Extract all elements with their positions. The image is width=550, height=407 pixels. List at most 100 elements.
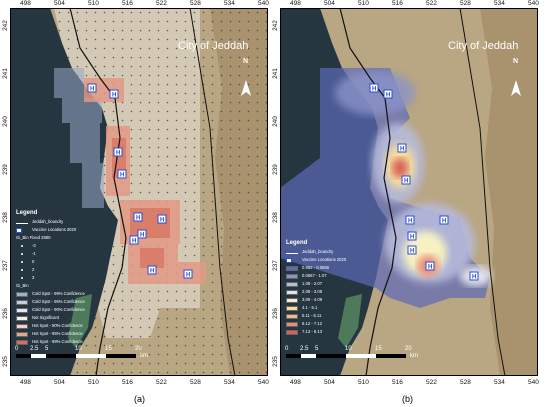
legend-swatch	[286, 305, 298, 311]
tick-bottom-label: 504	[324, 379, 335, 386]
svg-text:H: H	[160, 218, 164, 224]
legend-swatch	[286, 297, 298, 303]
legend-swatch	[16, 221, 28, 224]
legend-title: Legend	[286, 240, 308, 246]
legend-item: Gi_Bin Fixed 2880	[16, 234, 85, 242]
tick-bottom-label: 510	[358, 379, 369, 386]
tick-left-label: 240	[1, 116, 9, 127]
legend-item: Vaccine Locations 2020	[16, 226, 85, 234]
tick-bottom-label: 528	[190, 379, 201, 386]
svg-text:H: H	[140, 233, 144, 239]
legend-item: 4.1 - 5.1	[286, 304, 346, 312]
legend-swatch	[16, 291, 28, 297]
tick-bottom-label: 516	[122, 379, 133, 386]
legend-item: Jeddah_boundry	[286, 248, 346, 256]
tick-bottom-label: 528	[460, 379, 471, 386]
north-arrow	[511, 80, 521, 96]
legend-item: 6.12 - 7.12	[286, 320, 346, 328]
legend-label: Hot Spot - 95% Confidence	[32, 330, 83, 336]
scale-label: 10	[345, 346, 352, 352]
legend-item: 1.08 - 2.07	[286, 280, 346, 288]
legend-swatch	[286, 265, 298, 271]
district-boundary	[459, 8, 506, 376]
svg-text:H: H	[442, 219, 446, 225]
scale-label: 20	[405, 346, 412, 352]
tick-bottom-label: 540	[258, 379, 269, 386]
svg-text:H: H	[386, 93, 390, 99]
city-label-a: City of Jeddah	[178, 40, 249, 52]
north-label-a: N	[243, 58, 249, 65]
north-label-b: N	[513, 58, 519, 65]
north-arrow	[241, 80, 251, 96]
tick-top-label: 516	[122, 0, 133, 7]
legend-item: 5.11 - 6.11	[286, 312, 346, 320]
svg-text:H: H	[132, 239, 136, 245]
tick-top-label: 504	[54, 0, 65, 7]
legend-label: Hot Spot - 90% Confidence	[32, 322, 83, 328]
svg-text:H: H	[112, 93, 116, 99]
legend-swatch	[21, 269, 23, 271]
legend-b: Legend Jeddah_boundry Vaccine Locations 2…	[286, 240, 346, 336]
legend-label: Vaccine Locations 2020	[32, 226, 77, 232]
legend-swatch	[286, 273, 298, 279]
legend-swatch	[16, 227, 22, 233]
tick-top-label: 498	[290, 0, 301, 7]
svg-text:H: H	[90, 87, 94, 93]
tick-top-label: 516	[392, 0, 403, 7]
tick-bottom-label: 522	[426, 379, 437, 386]
legend-label: Gi_Bin	[16, 282, 29, 288]
map-panel-density: H H H H H H H H H H	[280, 8, 538, 376]
svg-text:H: H	[372, 87, 376, 93]
legend-label: 5.11 - 6.11	[302, 312, 322, 318]
tick-top-label: 522	[156, 0, 167, 7]
legend-item: Jeddah_boundry	[16, 218, 85, 226]
svg-text:H: H	[404, 179, 408, 185]
legend-swatch	[16, 299, 28, 305]
legend-swatch	[21, 245, 23, 247]
tick-bottom-label: 540	[528, 379, 539, 386]
legend-label: 1.08 - 2.07	[302, 280, 323, 286]
legend-label: Jeddah_boundry	[302, 248, 334, 254]
district-boundary	[189, 8, 236, 376]
city-label-b: City of Jeddah	[448, 40, 519, 52]
tick-top-label: 510	[88, 0, 99, 7]
tick-left-label: 238	[271, 212, 279, 223]
legend-item: -1	[16, 250, 85, 258]
scale-label: 20	[135, 346, 142, 352]
density-zone-north	[335, 71, 415, 115]
legend-item: Cold Spot - 99% Confidence	[16, 290, 85, 298]
scale-label: 5	[315, 346, 319, 352]
tick-top-label: 534	[494, 0, 505, 7]
tick-left-label: 237	[1, 260, 9, 271]
tick-left-label: 240	[271, 116, 279, 127]
tick-top-label: 528	[460, 0, 471, 7]
scale-bar-b	[286, 354, 406, 358]
legend-swatch	[21, 261, 23, 263]
caption-b: (b)	[402, 394, 413, 404]
tick-left-label: 237	[271, 260, 279, 271]
svg-text:H: H	[472, 275, 476, 281]
legend-label: 2	[32, 266, 35, 272]
tick-left-label: 239	[1, 164, 9, 175]
svg-text:H: H	[410, 235, 414, 241]
tick-top-label: 510	[358, 0, 369, 7]
tick-bottom-label: 534	[224, 379, 235, 386]
tick-top-label: 540	[258, 0, 269, 7]
legend-item: Gi_Bin	[16, 282, 85, 290]
legend-title: Legend	[16, 210, 38, 216]
scale-unit: km	[140, 353, 148, 359]
scale-label: 0	[285, 346, 289, 352]
svg-text:H: H	[186, 273, 190, 279]
legend-swatch	[21, 277, 23, 279]
legend-item: 2	[16, 266, 85, 274]
legend-item: 3.09 - 4.09	[286, 296, 346, 304]
legend-swatch	[16, 315, 28, 321]
legend-label: Cold Spot - 95% Confidence	[32, 298, 85, 304]
scale-label: 2.5	[30, 346, 39, 352]
tick-left-label: 235	[1, 356, 9, 367]
svg-text:H: H	[410, 249, 414, 255]
legend-swatch	[286, 329, 298, 335]
legend-item: 0.952 - 0.0566	[286, 264, 346, 272]
tick-left-label: 238	[1, 212, 9, 223]
legend-label: 3	[32, 274, 35, 280]
